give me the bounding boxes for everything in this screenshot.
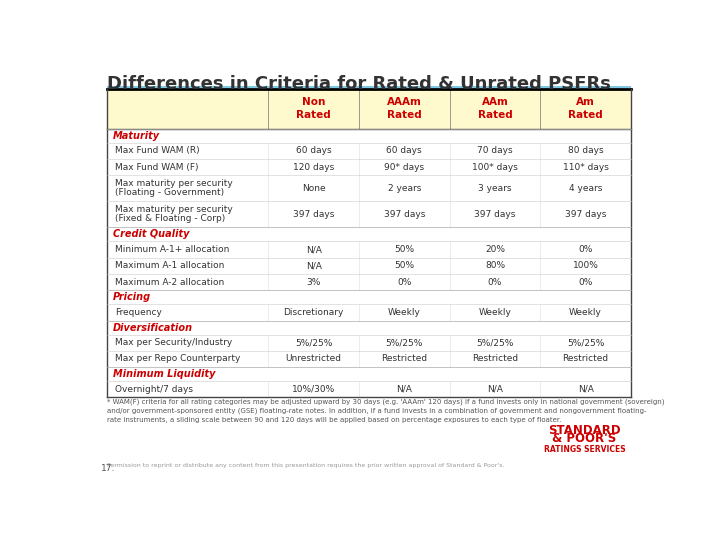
Text: 0%: 0%: [578, 245, 593, 254]
Text: Minimum Liquidity: Minimum Liquidity: [113, 369, 216, 379]
Text: Max Fund WAM (R): Max Fund WAM (R): [114, 146, 199, 156]
Text: 120 days: 120 days: [293, 163, 334, 172]
Text: Credit Quality: Credit Quality: [113, 230, 190, 239]
Text: 17.: 17.: [101, 464, 115, 473]
Text: 0%: 0%: [397, 278, 411, 287]
Text: 4 years: 4 years: [569, 184, 603, 193]
Text: Weekly: Weekly: [388, 308, 420, 317]
Text: Maximum A-1 allocation: Maximum A-1 allocation: [114, 261, 224, 271]
Text: 3 years: 3 years: [478, 184, 512, 193]
Text: Max per Security/Industry: Max per Security/Industry: [114, 338, 232, 347]
Text: 0%: 0%: [578, 278, 593, 287]
Text: 0%: 0%: [487, 278, 502, 287]
Text: N/A: N/A: [396, 385, 412, 394]
Text: Restricted: Restricted: [562, 354, 608, 363]
Text: * WAM(F) criteria for all rating categories may be adjusted upward by 30 days (e: * WAM(F) criteria for all rating categor…: [107, 399, 665, 423]
Text: AAm
Rated: AAm Rated: [477, 97, 513, 120]
Text: 2 years: 2 years: [387, 184, 421, 193]
Text: 90* days: 90* days: [384, 163, 424, 172]
Text: AAAm
Rated: AAAm Rated: [387, 97, 422, 120]
Text: 5%/25%: 5%/25%: [386, 338, 423, 347]
Text: Unrestricted: Unrestricted: [286, 354, 341, 363]
Text: Am
Rated: Am Rated: [568, 97, 603, 120]
Text: 397 days: 397 days: [384, 210, 425, 219]
Text: None: None: [302, 184, 325, 193]
Text: 10%/30%: 10%/30%: [292, 385, 336, 394]
Text: STANDARD: STANDARD: [548, 424, 621, 437]
Text: Max maturity per security: Max maturity per security: [114, 179, 233, 187]
Text: 50%: 50%: [395, 245, 414, 254]
Text: 5%/25%: 5%/25%: [476, 338, 513, 347]
Text: Differences in Criteria for Rated & Unrated PSFRs: Differences in Criteria for Rated & Unra…: [107, 75, 611, 93]
FancyBboxPatch shape: [107, 85, 631, 88]
Text: 397 days: 397 days: [474, 210, 516, 219]
Text: 397 days: 397 days: [293, 210, 334, 219]
Text: Overnight/7 days: Overnight/7 days: [114, 385, 193, 394]
Text: 5%/25%: 5%/25%: [295, 338, 332, 347]
Text: 100%: 100%: [572, 261, 598, 271]
Text: Maturity: Maturity: [113, 131, 161, 141]
Text: 80%: 80%: [485, 261, 505, 271]
Text: Diversification: Diversification: [113, 322, 194, 333]
Text: (Floating - Government): (Floating - Government): [114, 188, 224, 198]
Text: Permission to reprint or distribute any content from this presentation requires : Permission to reprint or distribute any …: [107, 463, 505, 468]
Text: N/A: N/A: [306, 261, 322, 271]
Text: RATINGS SERVICES: RATINGS SERVICES: [544, 444, 625, 454]
Text: 50%: 50%: [395, 261, 414, 271]
Text: 80 days: 80 days: [568, 146, 603, 156]
Text: Minimum A-1+ allocation: Minimum A-1+ allocation: [114, 245, 229, 254]
Text: Restricted: Restricted: [472, 354, 518, 363]
Text: 3%: 3%: [307, 278, 321, 287]
FancyBboxPatch shape: [107, 89, 631, 129]
Text: Discretionary: Discretionary: [284, 308, 343, 317]
Text: 5%/25%: 5%/25%: [567, 338, 604, 347]
Text: N/A: N/A: [306, 245, 322, 254]
Text: Weekly: Weekly: [479, 308, 511, 317]
Text: 70 days: 70 days: [477, 146, 513, 156]
Text: 20%: 20%: [485, 245, 505, 254]
Text: (Fixed & Floating - Corp): (Fixed & Floating - Corp): [114, 214, 225, 224]
Text: Maximum A-2 allocation: Maximum A-2 allocation: [114, 278, 224, 287]
Text: N/A: N/A: [577, 385, 593, 394]
Text: Frequency: Frequency: [114, 308, 162, 317]
Text: 100* days: 100* days: [472, 163, 518, 172]
Text: Pricing: Pricing: [113, 292, 151, 302]
Text: 110* days: 110* days: [562, 163, 608, 172]
Text: Non
Rated: Non Rated: [296, 97, 331, 120]
Text: Max maturity per security: Max maturity per security: [114, 205, 233, 214]
Text: N/A: N/A: [487, 385, 503, 394]
Text: Weekly: Weekly: [570, 308, 602, 317]
Text: Max Fund WAM (F): Max Fund WAM (F): [114, 163, 198, 172]
Text: 60 days: 60 days: [296, 146, 331, 156]
Text: & POOR'S: & POOR'S: [552, 432, 616, 445]
Text: 60 days: 60 days: [387, 146, 422, 156]
Text: Restricted: Restricted: [381, 354, 428, 363]
Text: 397 days: 397 days: [565, 210, 606, 219]
Text: Max per Repo Counterparty: Max per Repo Counterparty: [114, 354, 240, 363]
